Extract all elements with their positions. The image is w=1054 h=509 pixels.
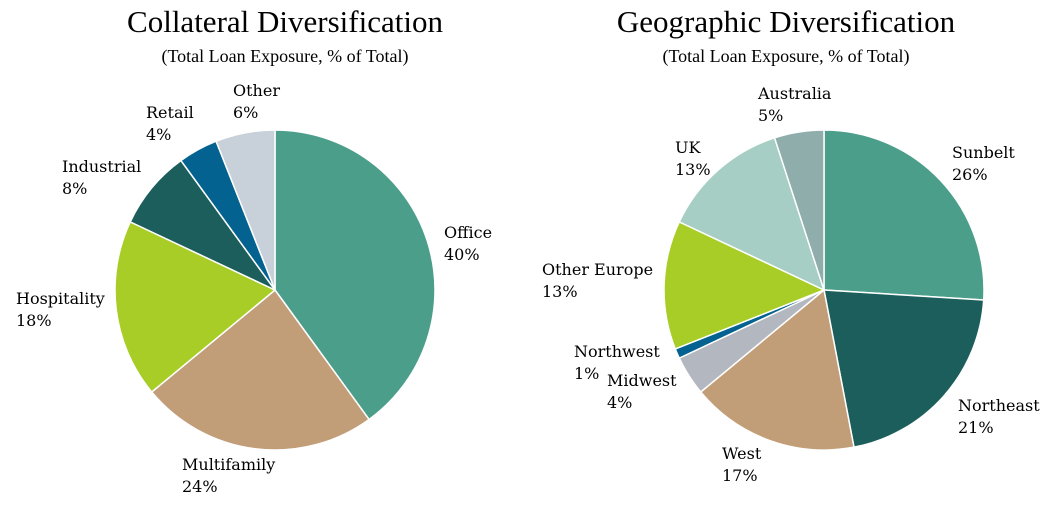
pie-slice-other: [215, 129, 276, 291]
pie-slice-office: [274, 129, 436, 421]
chart-title: Geographic Diversification: [617, 4, 956, 39]
slice-value-label: 4%: [607, 393, 632, 412]
slice-category-label: Other: [233, 81, 280, 100]
chart-subtitle: (Total Loan Exposure, % of Total): [662, 46, 909, 67]
chart-subtitle: (Total Loan Exposure, % of Total): [161, 46, 408, 67]
pie-slices: [663, 129, 985, 451]
slice-value-label: 21%: [958, 418, 994, 437]
pie-slices: [114, 129, 436, 451]
slice-value-label: 17%: [722, 466, 758, 485]
slice-category-label: Office: [444, 223, 492, 242]
slice-labels: Sunbelt 26% Northeast 21% West 17% Midwest 4% No…: [542, 84, 1040, 485]
slice-value-label: 1%: [574, 364, 599, 383]
pie-slice-northeast: [823, 289, 985, 448]
slice-value-label: 8%: [62, 179, 87, 198]
slice-category-label: Sunbelt: [952, 143, 1015, 162]
pie-slice-uk: [678, 137, 825, 291]
slice-category-label: Industrial: [62, 157, 141, 176]
pie-slice-australia: [773, 129, 825, 291]
slice-value-label: 24%: [182, 477, 218, 496]
slice-labels: Office 40% Multifamily 24% Hospitality 18% Ind…: [16, 81, 492, 496]
slice-category-label: Midwest: [607, 371, 677, 390]
slice-category-label: Multifamily: [182, 455, 275, 474]
slice-value-label: 40%: [444, 245, 480, 264]
slice-category-label: Other Europe: [542, 260, 653, 279]
chart-title: Collateral Diversification: [127, 4, 443, 39]
collateral-pie-chart: Collateral Diversification (Total Loan E…: [16, 4, 492, 496]
slice-category-label: Hospitality: [16, 289, 105, 308]
pie-slice-sunbelt: [823, 129, 985, 301]
slice-category-label: Retail: [146, 103, 194, 122]
slice-category-label: Northeast: [958, 396, 1040, 415]
pie-slice-west: [699, 289, 855, 451]
pie-slice-other-europe: [663, 221, 825, 350]
slice-category-label: West: [722, 444, 762, 463]
slice-value-label: 13%: [542, 282, 578, 301]
slice-value-label: 4%: [146, 125, 171, 144]
slice-value-label: 26%: [952, 165, 988, 184]
slice-value-label: 18%: [16, 311, 52, 330]
slice-category-label: UK: [675, 138, 701, 157]
slice-value-label: 6%: [233, 103, 258, 122]
slice-value-label: 5%: [758, 106, 783, 125]
slice-value-label: 13%: [675, 160, 711, 179]
geographic-pie-chart: Geographic Diversification (Total Loan E…: [542, 4, 1040, 485]
slice-category-label: Northwest: [574, 342, 660, 361]
pie-slice-multifamily: [150, 289, 370, 451]
slice-category-label: Australia: [757, 84, 832, 103]
pie-slice-hospitality: [114, 221, 276, 393]
